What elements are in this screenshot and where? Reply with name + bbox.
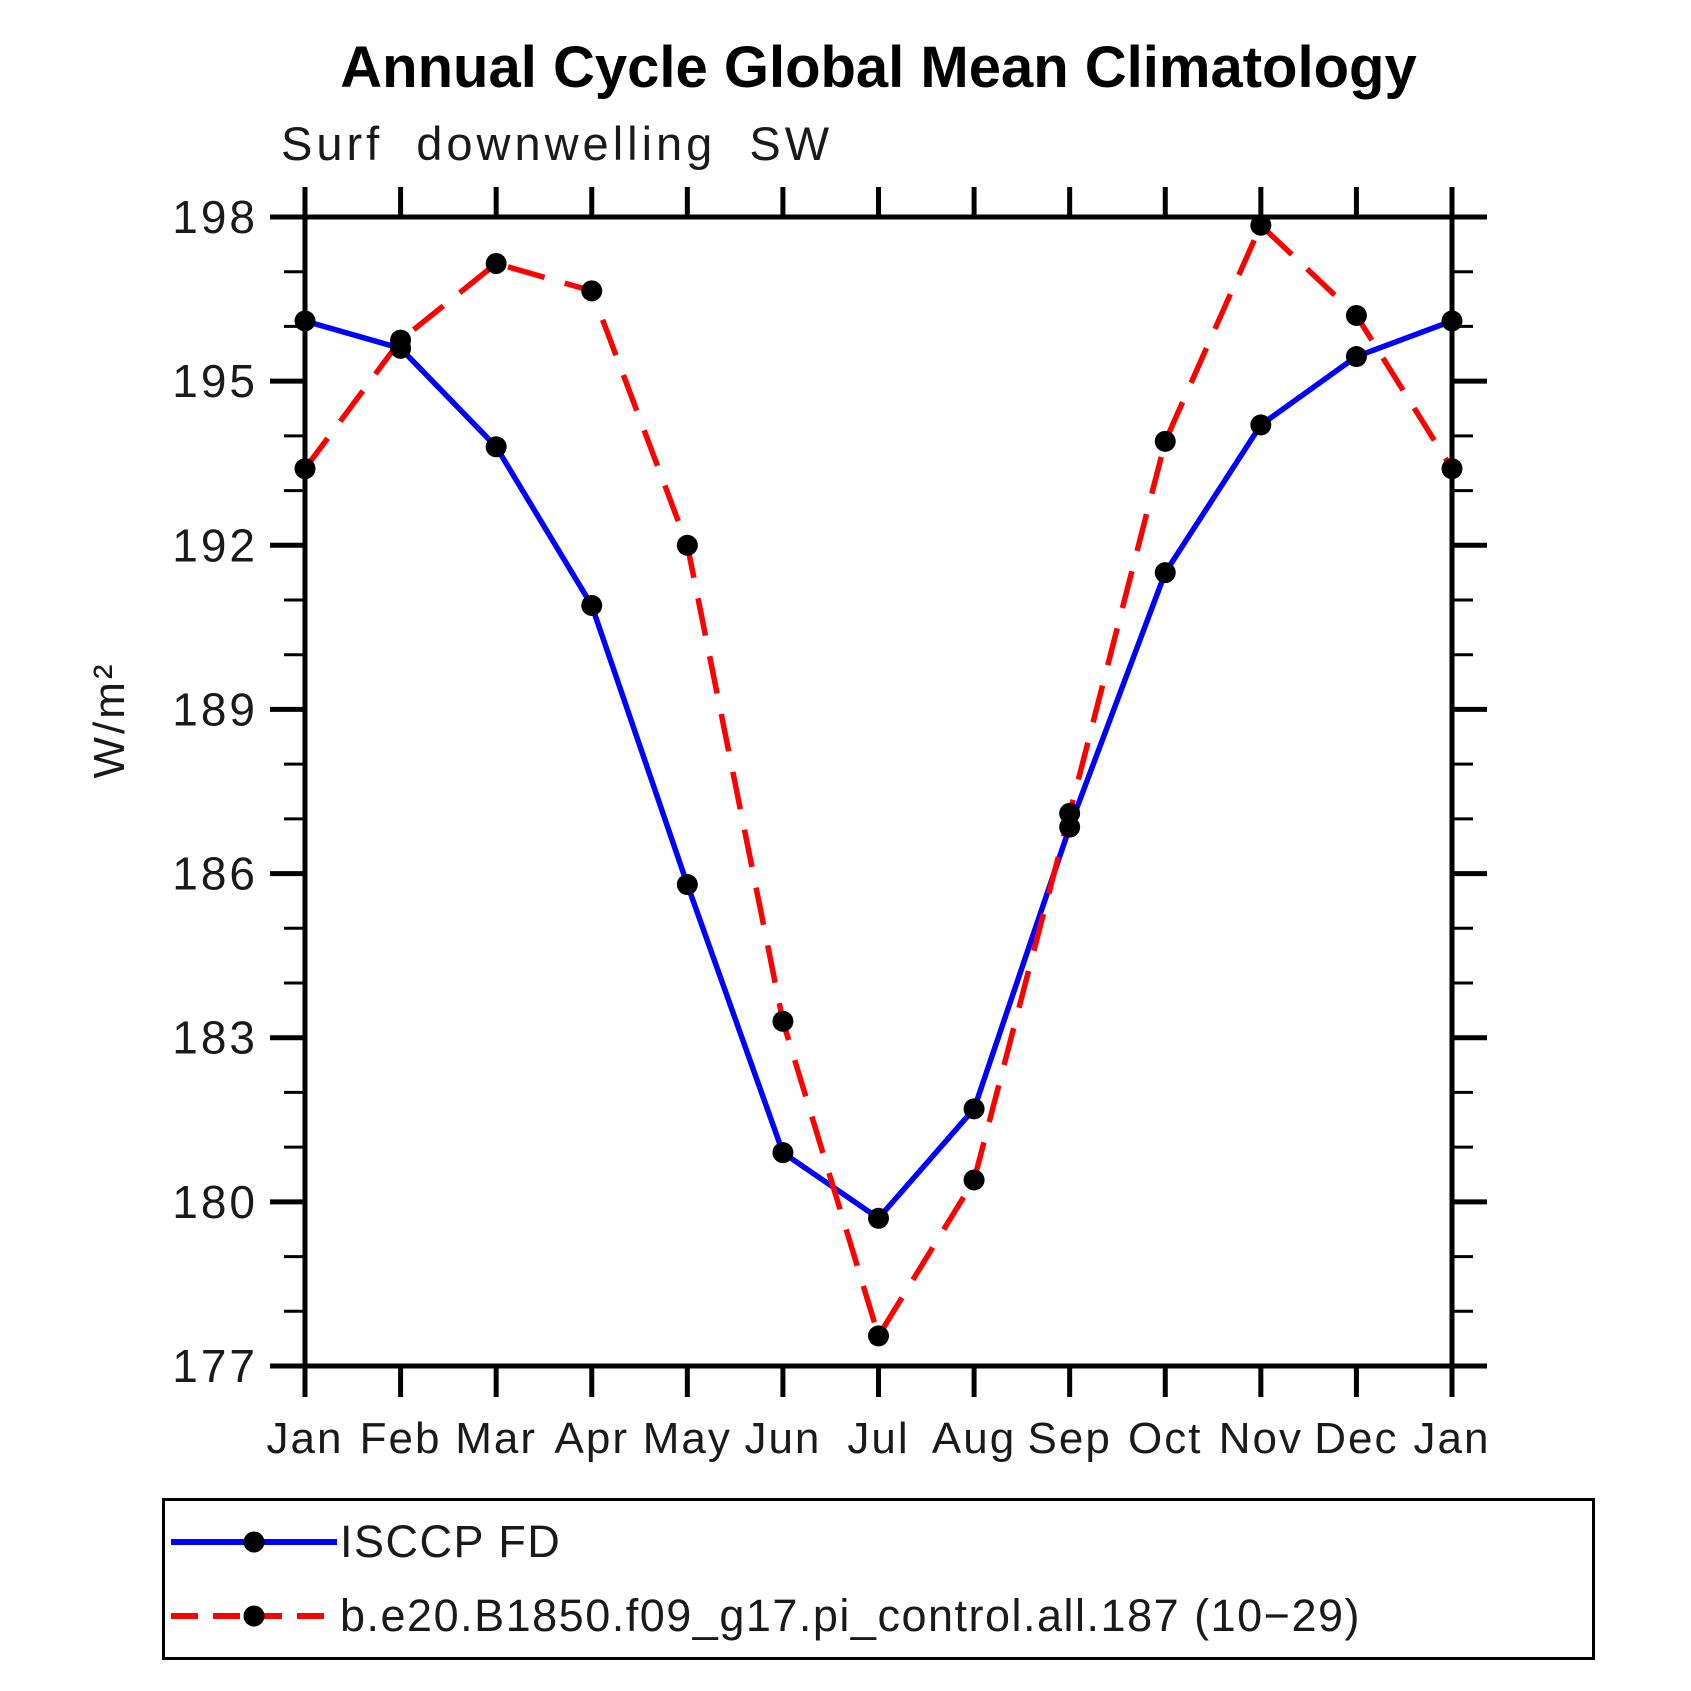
data-point-model-apr-3	[581, 280, 603, 302]
data-point-isccp-nov-10	[1250, 414, 1272, 436]
data-point-isccp-dec-11	[1345, 346, 1367, 368]
axis-frame	[302, 214, 1455, 1369]
data-point-model-mar-2	[485, 253, 507, 275]
chart-subtitle: Surf downwelling SW	[281, 117, 834, 170]
data-point-model-feb-1	[390, 329, 412, 351]
x-tick-label: Oct	[1128, 1414, 1202, 1463]
y-tick-label: 198	[172, 191, 258, 243]
data-point-isccp-jan-12	[1441, 310, 1463, 332]
data-point-isccp-mar-2	[485, 436, 507, 458]
x-tick-label: May	[643, 1414, 732, 1463]
legend-row-isccp: ISCCP FD	[165, 1510, 1592, 1574]
x-tick-label: Aug	[932, 1414, 1016, 1463]
data-point-model-oct-9	[1154, 430, 1176, 452]
data-point-isccp-oct-9	[1154, 562, 1176, 584]
y-tick-label: 180	[172, 1176, 258, 1228]
chart-title: Annual Cycle Global Mean Climatology	[340, 35, 1417, 100]
x-tick-label: Mar	[455, 1414, 537, 1463]
x-tick-label: Feb	[360, 1414, 442, 1463]
data-point-isccp-jan-0	[294, 310, 316, 332]
data-point-model-nov-10	[1250, 214, 1272, 236]
data-point-model-aug-7	[963, 1169, 985, 1191]
y-tick-label: 177	[172, 1340, 258, 1392]
legend-line-sample-solid-blue	[171, 1531, 337, 1553]
series-line-isccp	[304, 318, 1453, 1222]
y-tick-label: 192	[172, 519, 258, 571]
y-tick-label: 195	[172, 355, 258, 407]
legend-label-isccp: ISCCP FD	[340, 1516, 562, 1567]
y-tick-label: 183	[172, 1012, 258, 1064]
legend-label-model: b.e20.B1850.f09_g17.pi_control.all.187 (…	[340, 1590, 1361, 1641]
data-point-isccp-jun-5	[772, 1142, 794, 1164]
legend-line-sample-dashed-red	[171, 1605, 337, 1627]
data-point-model-dec-11	[1345, 304, 1367, 326]
y-tick-label: 189	[172, 683, 258, 735]
x-tick-label: Jun	[744, 1414, 821, 1463]
data-point-model-jan-12	[1441, 458, 1463, 480]
legend-marker-dot	[243, 1531, 265, 1553]
data-point-model-jan-0	[294, 458, 316, 480]
data-point-isccp-jul-6	[868, 1207, 889, 1229]
x-tick-label: Nov	[1219, 1414, 1303, 1463]
series-line-model	[302, 222, 1455, 1339]
legend-row-model: b.e20.B1850.f09_g17.pi_control.all.187 (…	[165, 1584, 1592, 1648]
data-point-model-jul-6	[868, 1325, 889, 1347]
legend-box: ISCCP FD b.e20.B1850.f09_g17.pi_control.…	[162, 1498, 1595, 1660]
data-point-model-may-4	[676, 534, 698, 556]
y-tick-label: 186	[172, 848, 258, 900]
data-point-isccp-may-4	[676, 874, 698, 896]
x-tick-label: Jul	[847, 1414, 909, 1463]
data-point-model-jun-5	[772, 1010, 794, 1032]
x-tick-label: Jan	[1414, 1414, 1491, 1463]
legend-marker-dot	[243, 1605, 265, 1627]
x-tick-label: Jan	[267, 1414, 344, 1463]
x-tick-label: Sep	[1028, 1414, 1112, 1463]
x-tick-label: Dec	[1314, 1414, 1398, 1463]
x-tick-label: Apr	[555, 1414, 629, 1463]
data-point-isccp-aug-7	[963, 1098, 985, 1120]
data-point-model-sep-8	[1059, 802, 1081, 824]
data-point-isccp-apr-3	[581, 594, 603, 616]
